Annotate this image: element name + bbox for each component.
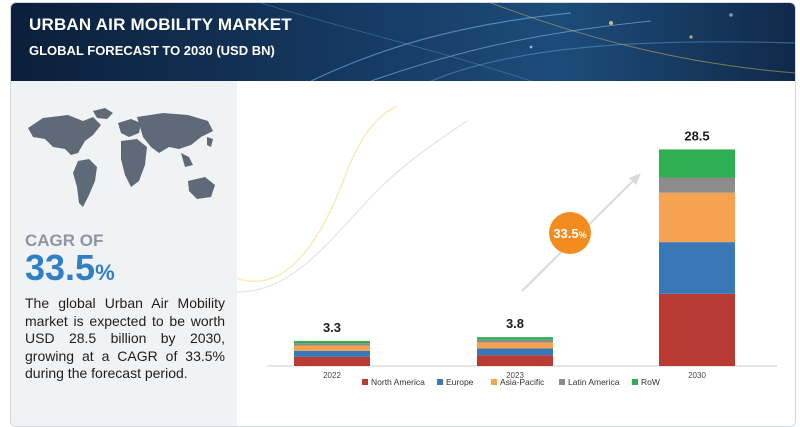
legend-label-row: RoW xyxy=(641,377,660,387)
background-swooshes xyxy=(237,105,468,293)
bar-2023-asia-pacific xyxy=(477,342,553,349)
cagr-number: 33.5 xyxy=(25,247,96,288)
cagr-badge-percent: % xyxy=(579,230,587,240)
total-label-2030: 28.5 xyxy=(684,128,709,143)
cagr-value: 33.5% xyxy=(25,247,115,289)
bar-2023-latin-america xyxy=(477,339,553,343)
cagr-percent: % xyxy=(95,260,115,285)
bar-2030-row xyxy=(659,149,735,178)
bar-2030-latin-america xyxy=(659,177,735,193)
legend-label-asia-pacific: Asia-Pacific xyxy=(500,377,545,387)
x-tick-2022: 2022 xyxy=(323,371,341,380)
header-light-trails xyxy=(260,3,795,81)
legend-swatch-latin-america xyxy=(559,379,565,385)
total-label-2022: 3.3 xyxy=(323,320,341,335)
infographic-frame: URBAN AIR MOBILITY MARKET GLOBAL FORECAS… xyxy=(10,2,796,427)
legend-swatch-europe xyxy=(437,379,443,385)
bar-2023-row xyxy=(477,337,553,340)
header-banner: URBAN AIR MOBILITY MARKET GLOBAL FORECAS… xyxy=(11,3,795,81)
growth-arrow-head xyxy=(629,173,641,185)
chart-title: URBAN AIR MOBILITY MARKET xyxy=(29,15,292,34)
stacked-bar-chart: 3.3 2022 3.8 2023 28.5 2030 33.5% North Ameri… xyxy=(237,105,777,387)
bar-2022-asia-pacific xyxy=(294,345,370,351)
legend-label-europe: Europe xyxy=(446,377,474,387)
summary-panel: CAGR OF 33.5% The global Urban Air Mobil… xyxy=(11,81,237,426)
cagr-badge-circle xyxy=(549,212,591,254)
bar-2023-north-america xyxy=(477,355,553,366)
legend-swatch-north-america xyxy=(362,379,368,385)
cagr-label: CAGR OF xyxy=(25,231,104,250)
bar-2022-europe xyxy=(294,350,370,357)
world-map-icon xyxy=(28,108,215,207)
legend-label-north-america: North America xyxy=(371,377,425,387)
bar-2022-row xyxy=(294,340,370,344)
bar-2030-europe xyxy=(659,242,735,294)
cagr-badge-number: 33.5 xyxy=(553,226,578,241)
bar-2023-europe xyxy=(477,348,553,356)
legend-label-latin-america: Latin America xyxy=(568,377,620,387)
legend-swatch-asia-pacific xyxy=(491,379,497,385)
legend: North America Europe Asia-Pacific Latin Ame… xyxy=(362,377,660,387)
bar-2030-asia-pacific xyxy=(659,192,735,243)
svg-text:33.5%: 33.5% xyxy=(553,226,586,241)
bar-2030-north-america xyxy=(659,293,735,366)
legend-swatch-row xyxy=(632,379,638,385)
market-description: The global Urban Air Mobility market is … xyxy=(25,295,225,381)
cagr-badge: 33.5% xyxy=(549,212,591,254)
bar-2022-latin-america xyxy=(294,343,370,346)
total-label-2023: 3.8 xyxy=(506,316,524,331)
bar-2022-north-america xyxy=(294,356,370,366)
x-tick-2030: 2030 xyxy=(688,371,706,380)
chart-subtitle: GLOBAL FORECAST TO 2030 (USD BN) xyxy=(29,43,275,58)
x-tick-2023: 2023 xyxy=(506,371,524,380)
